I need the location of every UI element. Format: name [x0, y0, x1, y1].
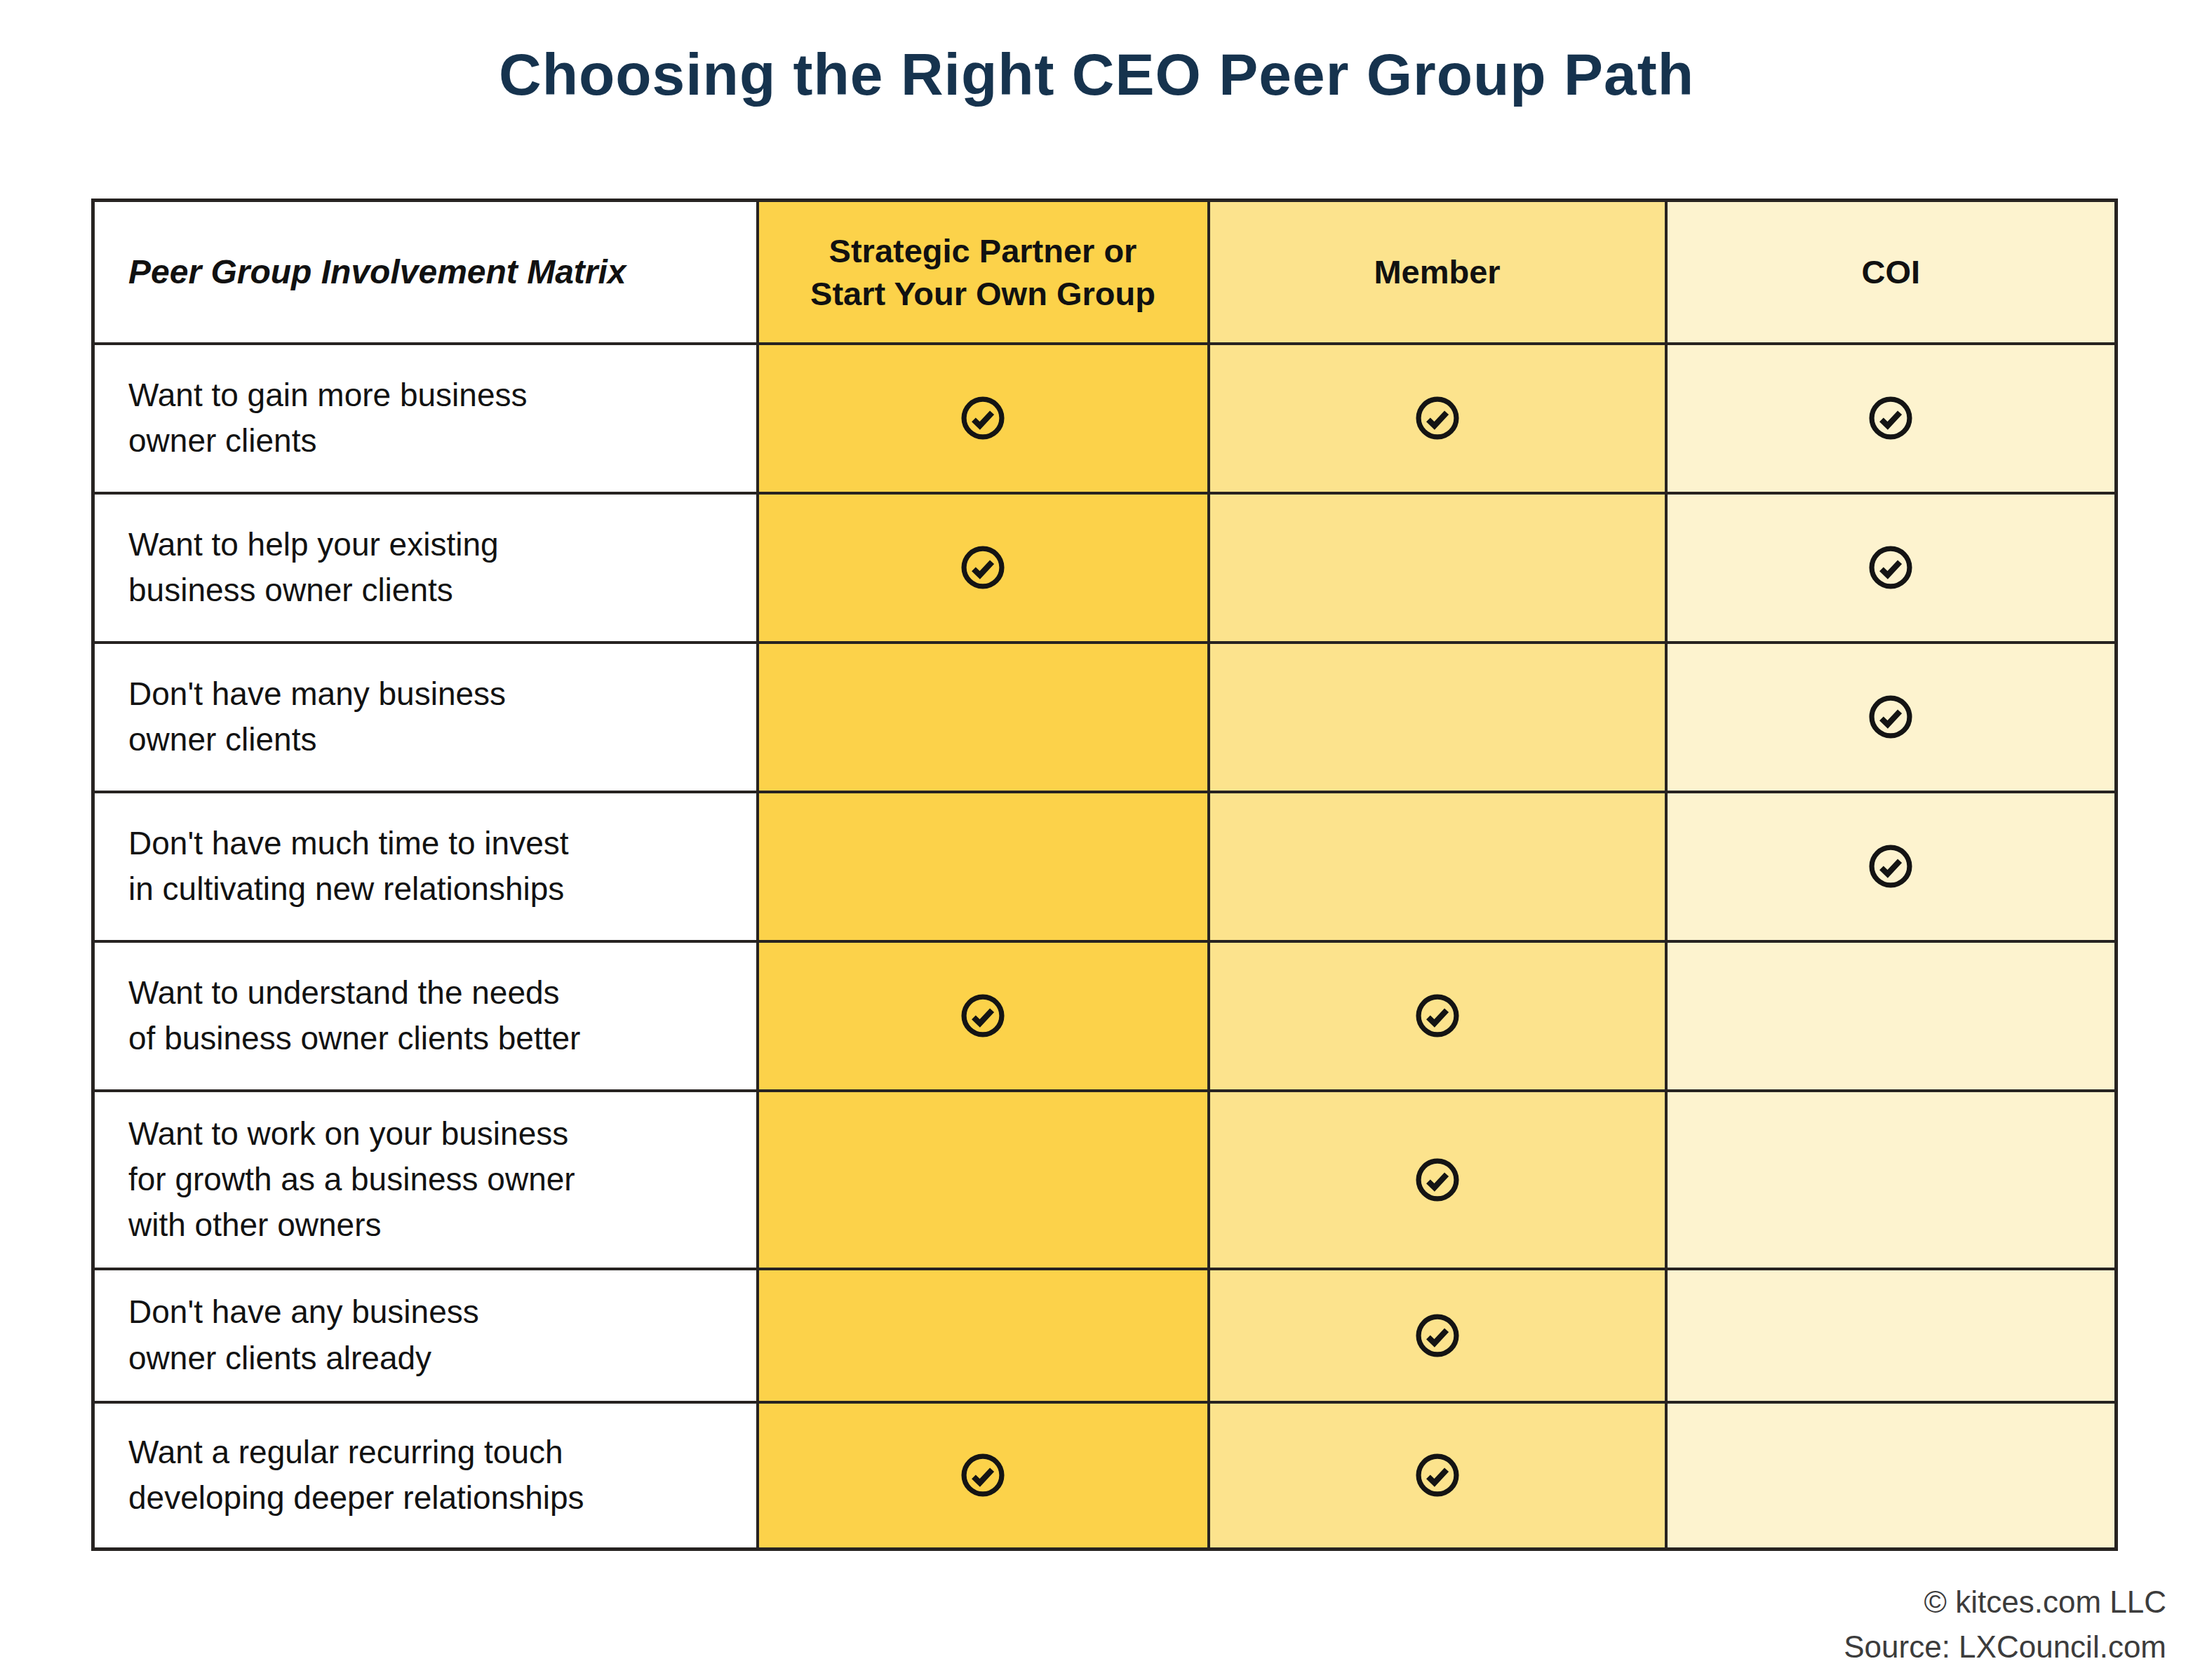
copyright-text: © kitces.com LLC — [1844, 1580, 2166, 1625]
row-label: Want to help your existing business owne… — [93, 493, 758, 643]
row-label: Don't have many business owner clients — [93, 643, 758, 792]
check-circle-icon — [1415, 396, 1460, 441]
matrix-cell-coi — [1666, 1269, 2117, 1402]
matrix-cell-strategic — [758, 941, 1209, 1091]
matrix-cell-member — [1209, 493, 1666, 643]
matrix-cell-coi — [1666, 1091, 2117, 1269]
column-header-strategic-partner: Strategic Partner or Start Your Own Grou… — [758, 201, 1209, 344]
matrix-cell-strategic — [758, 792, 1209, 941]
row-label: Want to gain more business owner clients — [93, 344, 758, 493]
matrix-cell-strategic — [758, 493, 1209, 643]
check-circle-icon — [1868, 694, 1913, 739]
matrix-cell-strategic — [758, 643, 1209, 792]
matrix-cell-member — [1209, 1269, 1666, 1402]
peer-group-involvement-matrix: Peer Group Involvement Matrix Strategic … — [91, 199, 2118, 1551]
matrix-cell-strategic — [758, 1091, 1209, 1269]
matrix-cell-coi — [1666, 643, 2117, 792]
source-text: Source: LXCouncil.com — [1844, 1625, 2166, 1669]
matrix-cell-member — [1209, 643, 1666, 792]
row-label: Want a regular recurring touch developin… — [93, 1402, 758, 1550]
row-label: Don't have any business owner clients al… — [93, 1269, 758, 1402]
matrix-corner-label: Peer Group Involvement Matrix — [93, 201, 758, 344]
check-circle-icon — [1415, 1157, 1460, 1202]
table-row: Want to understand the needs of business… — [93, 941, 2117, 1091]
footer: © kitces.com LLC Source: LXCouncil.com — [1844, 1580, 2166, 1669]
check-circle-icon — [1868, 545, 1913, 590]
matrix-cell-coi — [1666, 493, 2117, 643]
matrix-cell-strategic — [758, 344, 1209, 493]
check-circle-icon — [1415, 1453, 1460, 1498]
header-row: Peer Group Involvement Matrix Strategic … — [93, 201, 2117, 344]
table-row: Don't have many business owner clients — [93, 643, 2117, 792]
matrix-cell-coi — [1666, 1402, 2117, 1550]
matrix-cell-strategic — [758, 1269, 1209, 1402]
check-circle-icon — [960, 993, 1005, 1038]
check-circle-icon — [960, 545, 1005, 590]
table-row: Don't have any business owner clients al… — [93, 1269, 2117, 1402]
page-title: Choosing the Right CEO Peer Group Path — [0, 41, 2193, 109]
table-row: Want to help your existing business owne… — [93, 493, 2117, 643]
table-row: Want to work on your business for growth… — [93, 1091, 2117, 1269]
infographic-page: Choosing the Right CEO Peer Group Path P… — [0, 0, 2193, 1680]
matrix-table-container: Peer Group Involvement Matrix Strategic … — [91, 199, 2118, 1551]
check-circle-icon — [1415, 993, 1460, 1038]
table-row: Don't have much time to invest in cultiv… — [93, 792, 2117, 941]
row-label: Want to work on your business for growth… — [93, 1091, 758, 1269]
check-circle-icon — [1415, 1313, 1460, 1358]
check-circle-icon — [960, 1453, 1005, 1498]
matrix-cell-coi — [1666, 344, 2117, 493]
matrix-cell-coi — [1666, 941, 2117, 1091]
column-header-member: Member — [1209, 201, 1666, 344]
check-circle-icon — [1868, 396, 1913, 441]
matrix-cell-member — [1209, 792, 1666, 941]
check-circle-icon — [1868, 844, 1913, 889]
table-row: Want a regular recurring touch developin… — [93, 1402, 2117, 1550]
table-row: Want to gain more business owner clients — [93, 344, 2117, 493]
row-label: Don't have much time to invest in cultiv… — [93, 792, 758, 941]
column-header-coi: COI — [1666, 201, 2117, 344]
matrix-cell-coi — [1666, 792, 2117, 941]
matrix-cell-member — [1209, 344, 1666, 493]
check-circle-icon — [960, 396, 1005, 441]
matrix-cell-member — [1209, 1402, 1666, 1550]
row-label: Want to understand the needs of business… — [93, 941, 758, 1091]
matrix-cell-member — [1209, 941, 1666, 1091]
matrix-cell-member — [1209, 1091, 1666, 1269]
matrix-cell-strategic — [758, 1402, 1209, 1550]
